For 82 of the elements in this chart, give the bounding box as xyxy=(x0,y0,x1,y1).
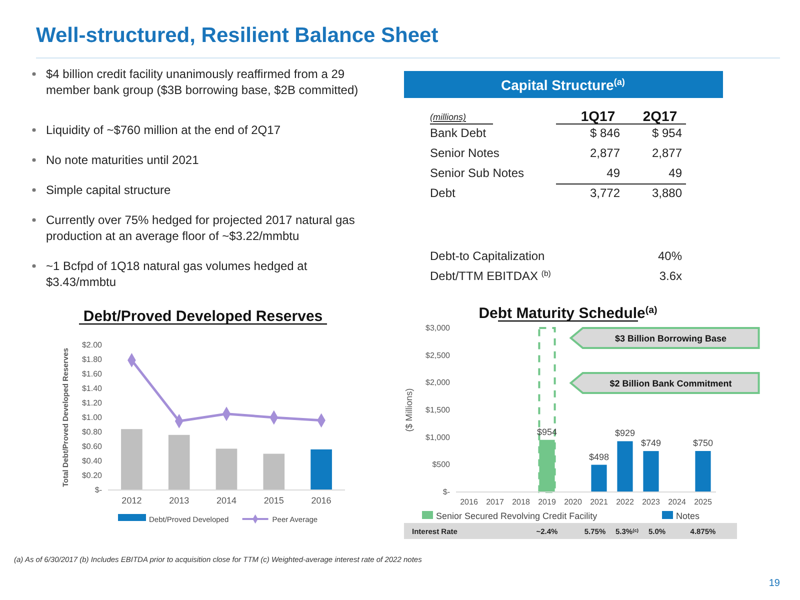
y-tick-label: $2.00 xyxy=(82,340,103,350)
x-tick-label: 2020 xyxy=(564,498,582,507)
x-tick-label: 2023 xyxy=(642,498,660,507)
bar xyxy=(591,464,607,492)
chart-title: Debt/Proved Developed Reserves xyxy=(83,308,323,325)
x-tick-label: 2016 xyxy=(311,495,332,506)
x-tick-label: 2013 xyxy=(169,495,190,506)
bar xyxy=(643,451,659,492)
text: Simple capital structure xyxy=(46,183,172,197)
text: 49 xyxy=(668,166,682,180)
annotation: $2 Billion Bank Commitment xyxy=(610,378,732,388)
x-tick-label: 2016 xyxy=(460,498,478,507)
text: 2,877 xyxy=(590,146,620,160)
bar xyxy=(121,429,142,490)
x-tick-label: 2015 xyxy=(264,495,284,506)
bar xyxy=(617,441,633,492)
text: $ 846 xyxy=(590,126,620,140)
category-label: Debt/TTM EBITDAX $^{(b)}$ xyxy=(430,268,551,283)
x-tick-label: 2024 xyxy=(668,498,686,507)
y-tick-label: $0.80 xyxy=(82,428,103,437)
legend-label: Senior Secured Revolving Credit Facility xyxy=(436,511,598,521)
text: 3.6x xyxy=(659,269,682,283)
text: 3,880 xyxy=(652,186,682,200)
data-label: $498 xyxy=(588,452,610,462)
y-tick-label: $1,500 xyxy=(426,406,451,415)
category-label: Bank Debt xyxy=(430,126,486,140)
text: $4 billion credit facility unanimously reaffirmed from a 29 member bank group ($3B borrowing base, $2B committed) xyxy=(46,67,358,97)
category-label: Senior Sub Notes xyxy=(430,166,524,180)
category-label: 2Q17 xyxy=(642,108,678,124)
x-tick-label: 2017 xyxy=(486,498,504,507)
x-tick-label: 2019 xyxy=(538,498,556,507)
text: ~1 Bcfpd of 1Q18 natural gas volumes hedged at $3.43/mmbtu xyxy=(46,259,308,289)
x-tick-label: 2025 xyxy=(694,498,712,507)
y-tick-label: $- xyxy=(94,486,102,495)
text: 2,877 xyxy=(652,146,682,160)
chart-title: Debt Maturity Schedule$^{(a)}$ xyxy=(478,304,658,322)
bar xyxy=(538,327,556,493)
y-tick-label: $0.60 xyxy=(82,442,103,452)
annotation: $3 Billion Borrowing Base xyxy=(615,334,727,344)
y-tick-label: $1.80 xyxy=(82,355,103,364)
y-tick-label: $1.20 xyxy=(82,398,103,408)
category-label: Debt-to Capitalization xyxy=(430,249,545,263)
x-tick-label: 2021 xyxy=(590,498,608,507)
y-tick-label: $1,000 xyxy=(426,432,451,442)
bar xyxy=(263,454,285,490)
y-tick-label: $0.20 xyxy=(82,471,103,480)
text: $ 954 xyxy=(652,126,682,140)
text: 3,772 xyxy=(590,186,620,200)
category-label: 1Q17 xyxy=(580,108,616,124)
y-tick-label: $1.00 xyxy=(82,413,103,422)
bar xyxy=(310,449,332,490)
y-tick-label: $0.40 xyxy=(82,456,103,466)
y-axis-title: ($ Millions) xyxy=(404,388,414,432)
data-label: $750 xyxy=(692,438,714,448)
y-tick-label: $500 xyxy=(432,460,451,470)
category-label: Debt xyxy=(430,186,456,200)
y-tick-label: $2,000 xyxy=(426,378,451,388)
x-tick-label: 2022 xyxy=(616,498,634,507)
bar xyxy=(216,448,238,490)
x-tick-label: 2012 xyxy=(122,495,142,506)
y-tick-label: $3,000 xyxy=(426,324,451,333)
data-label: $929 xyxy=(614,428,636,438)
legend-label: Notes xyxy=(676,511,700,521)
text: Currently over 75% hedged for projected 2017 natural gas production at an average floor of ~$3.22/mmbtu xyxy=(46,213,355,243)
text: 40% xyxy=(658,249,682,263)
bar xyxy=(695,451,711,492)
x-tick-label: 2018 xyxy=(512,498,530,507)
y-tick-label: $1.60 xyxy=(82,370,103,379)
data-label: $749 xyxy=(640,438,662,448)
x-tick-label: 2014 xyxy=(216,495,237,506)
y-tick-label: $- xyxy=(442,488,450,497)
bar xyxy=(168,434,190,490)
text: (millions) xyxy=(430,112,466,122)
category-label: Senior Notes xyxy=(430,146,500,160)
y-tick-label: $1.40 xyxy=(82,384,103,394)
text: Capital Structure$^{(a)}$ xyxy=(501,77,625,93)
text: 49 xyxy=(606,166,620,180)
text: No note maturities until 2021 xyxy=(46,153,200,167)
text: 19 xyxy=(768,578,780,589)
text: Well-structured, Resilient Balance Sheet xyxy=(36,24,438,47)
text: Liquidity of ~$760 million at the end of 2Q17 xyxy=(46,123,281,137)
y-tick-label: $2,500 xyxy=(426,350,451,360)
